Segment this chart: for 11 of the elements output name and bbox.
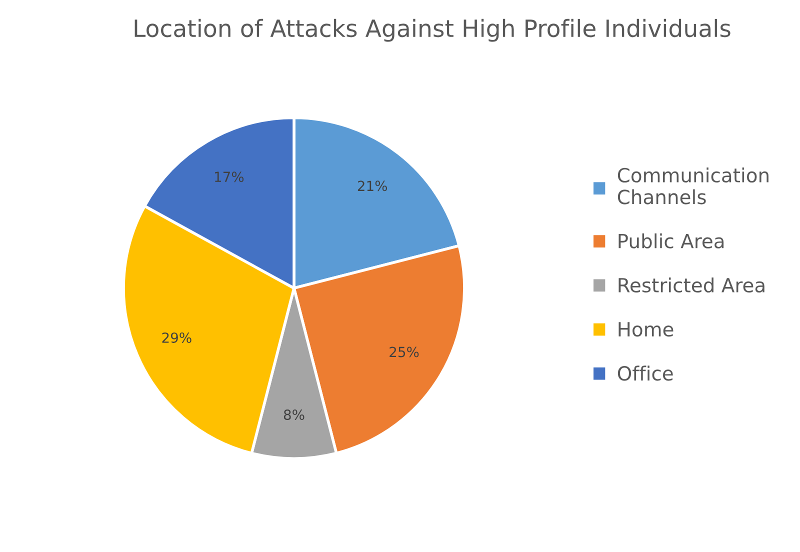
legend-label: Office	[618, 366, 673, 381]
legend-label: Public Area	[618, 233, 724, 248]
data-label: 21%	[358, 180, 388, 192]
legend-label: Communication Channels	[618, 168, 768, 204]
data-label: 17%	[215, 172, 244, 182]
data-label: 29%	[162, 332, 192, 343]
data-label: 25%	[390, 346, 419, 358]
chart-title: Location of Attacks Against High Profile Individuals	[134, 18, 730, 42]
legend-label: Home	[618, 322, 674, 337]
legend-label: Restricted Area	[618, 277, 764, 293]
data-label: 8%	[284, 410, 304, 420]
